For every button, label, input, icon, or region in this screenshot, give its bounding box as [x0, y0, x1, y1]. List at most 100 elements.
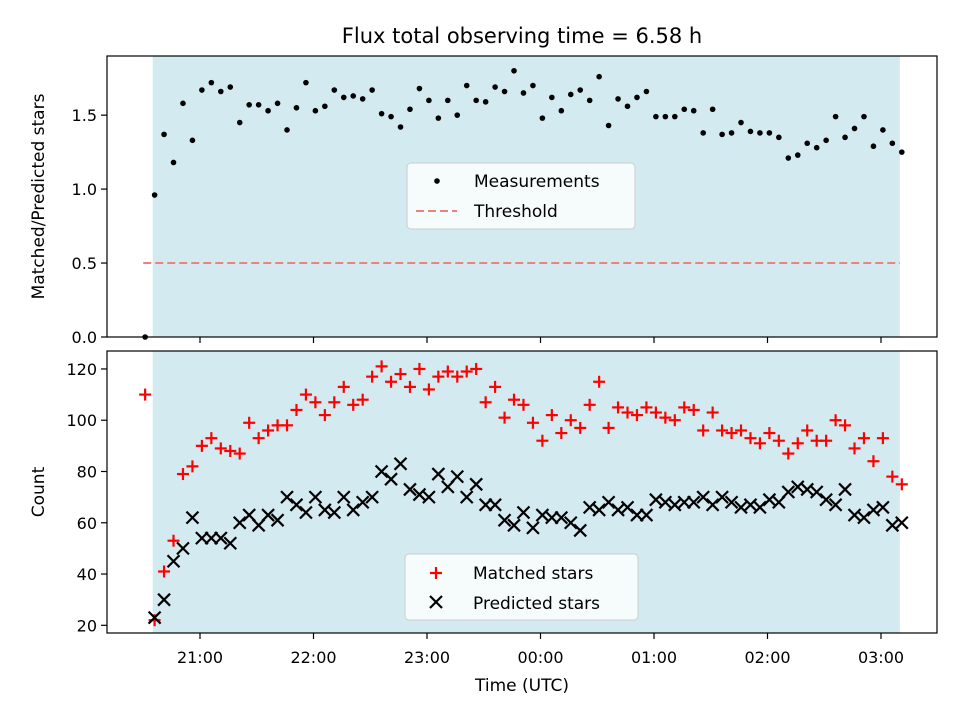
measurement-point [246, 102, 252, 108]
matched-star-point [158, 565, 171, 578]
xtick-label: 03:00 [858, 648, 904, 667]
predicted-star-point [715, 490, 729, 504]
measurement-point [662, 113, 669, 120]
matched-star-point [735, 424, 748, 437]
predicted-star-point [781, 485, 796, 499]
measurement-point [823, 137, 829, 144]
legend-predicted-marker [429, 595, 443, 609]
matched-star-point [763, 427, 776, 440]
predicted-star-point [488, 498, 502, 512]
measurement-point [615, 96, 621, 102]
measurement-point [690, 107, 697, 114]
matched-star-point [233, 447, 246, 460]
measurement-point [463, 82, 470, 89]
measurement-point [672, 113, 678, 120]
measurement-point [899, 149, 905, 155]
matched-star-point [508, 393, 521, 406]
measurement-point [161, 131, 167, 138]
measurement-point [757, 130, 763, 136]
predicted-star-point [403, 482, 417, 497]
ratio-ticks: 0.0 0.5 1.0 1.5 [72, 106, 882, 347]
xtick-label: 02:00 [744, 648, 790, 667]
ratio-ytick-label: 0.5 [72, 254, 97, 273]
measurement-point [511, 67, 517, 74]
measurement-point [643, 88, 650, 95]
chart-title: Flux total observing time = 6.58 h [342, 24, 702, 48]
measurement-point [624, 103, 631, 110]
matched-star-point [252, 432, 265, 445]
measurement-point [378, 110, 385, 117]
matched-star-point [857, 432, 870, 445]
matched-star-point [366, 370, 379, 383]
predicted-star-point [431, 467, 446, 481]
measurement-point [851, 125, 858, 132]
predicted-star-point [166, 554, 181, 568]
predicted-star-point [857, 510, 871, 525]
measurement-point [653, 113, 659, 120]
measurement-point [265, 107, 271, 114]
predicted-star-point [280, 490, 294, 504]
predicted-star-point [270, 513, 285, 527]
matched-star-point [545, 409, 558, 422]
measurement-point [426, 97, 432, 104]
matched-star-point [574, 421, 587, 434]
predicted-star-point [668, 498, 682, 512]
measurement-point [709, 106, 716, 113]
matched-star-point [176, 468, 189, 481]
matched-star-point [649, 406, 662, 419]
count-legend-box [404, 553, 639, 621]
predicted-star-point [157, 592, 171, 607]
count-ylabel: Count [29, 466, 49, 517]
measurement-point [501, 88, 508, 95]
matched-star-point [451, 370, 464, 383]
predicted-star-point [601, 495, 616, 510]
measurement-point [681, 106, 688, 113]
legend-matched-marker [430, 567, 442, 579]
matched-star-point [593, 375, 606, 388]
matched-star-point [498, 411, 511, 424]
predicted-star-point [838, 482, 852, 497]
measurement-point [397, 124, 404, 130]
matched-star-point [460, 365, 473, 378]
matched-star-point [772, 434, 785, 447]
matched-star-point [413, 362, 426, 375]
predicted-star-point [393, 457, 408, 471]
predicted-star-point [318, 503, 332, 517]
predicted-star-point [686, 495, 701, 510]
measurement-point [369, 87, 375, 93]
matched-star-point [214, 442, 227, 455]
measurement-point [218, 88, 224, 95]
matched-star-point [876, 432, 889, 445]
matched-star-point [583, 398, 596, 411]
measurement-point [274, 100, 281, 107]
predicted-star-point [327, 505, 342, 520]
measurement-point [634, 94, 640, 101]
matched-star-point [375, 360, 388, 373]
matched-star-point [602, 421, 615, 434]
measurement-point [170, 159, 177, 166]
matched-star-point [243, 416, 256, 429]
xtick-label: 21:00 [177, 648, 223, 667]
measurement-point [539, 115, 546, 121]
predicted-star-point [526, 521, 540, 535]
predicted-star-point [705, 498, 720, 512]
matched-star-point [753, 437, 766, 450]
measurement-point [388, 113, 394, 120]
x-axis-label: Time (UTC) [474, 676, 569, 696]
matched-star-point [791, 437, 804, 450]
matched-star-point [347, 398, 360, 411]
measurement-point [558, 107, 565, 114]
matched-star-point [820, 434, 833, 447]
matched-star-point [432, 370, 445, 383]
xtick-label: 23:00 [404, 648, 450, 667]
measurement-point [549, 94, 555, 101]
matched-star-point [356, 393, 369, 406]
matched-star-point [706, 406, 719, 419]
count-legend: Matched stars Predicted stars [404, 553, 639, 621]
predicted-star-point [866, 503, 881, 517]
count-ytick-label: 40 [77, 565, 97, 584]
count-ticks: 20 40 60 80 100 120 21:00 22:00 23:00 00:00 01:00 0… [66, 360, 904, 667]
matched-star-point [290, 403, 303, 416]
count-ytick-label: 120 [66, 360, 97, 379]
ratio-ytick-label: 1.5 [72, 106, 97, 125]
